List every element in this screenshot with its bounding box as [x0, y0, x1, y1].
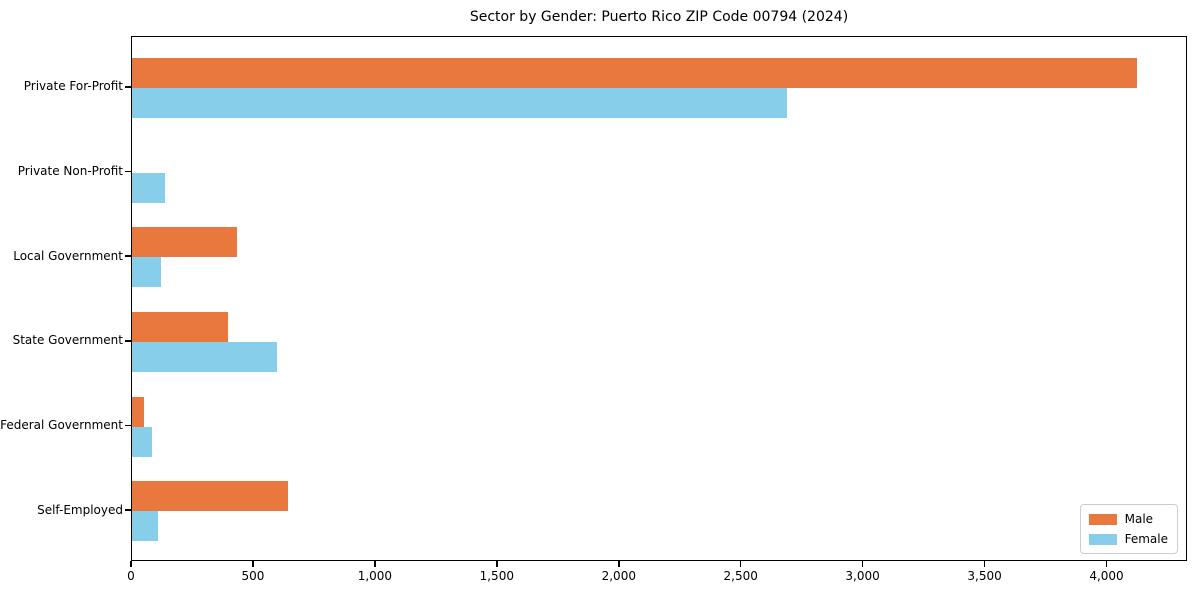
ytick-label-private-non-profit: Private Non-Profit: [17, 164, 123, 178]
bar-male-federal-government: [132, 396, 145, 427]
plot-area: Male Female: [131, 36, 1187, 561]
legend-item-female: Female: [1088, 532, 1168, 546]
female-swatch-icon: [1088, 533, 1117, 545]
xtick-label-500: 500: [241, 569, 265, 583]
ytick-mark-state-government: [125, 340, 131, 342]
xtick-mark-2000: [618, 561, 620, 567]
xtick-mark-3000: [861, 561, 864, 567]
xtick-label-4000: 4,000: [1089, 569, 1124, 583]
bar-female-private-non-profit: [132, 172, 165, 203]
ytick-label-state-government: State Government: [12, 333, 123, 348]
bar-female-federal-government: [132, 426, 152, 457]
xtick-label-1500: 1,500: [479, 569, 514, 583]
xtick-mark-3500: [983, 561, 986, 567]
ytick-label-private-for-profit: Private For-Profit: [23, 79, 123, 94]
bar-male-local-government: [132, 227, 237, 258]
xtick-label-1000: 1,000: [357, 569, 393, 583]
ytick-label-self-employed: Self-Employed: [37, 502, 123, 517]
bar-female-private-for-profit: [132, 87, 787, 118]
ytick-label-local-government: Local Government: [13, 248, 123, 263]
ytick-label-federal-government: Federal Government: [0, 418, 123, 432]
legend-label-female: Female: [1124, 532, 1168, 546]
ytick-mark-private-for-profit: [125, 86, 131, 88]
xtick-mark-1000: [374, 561, 376, 567]
chart-title: Sector by Gender: Puerto Rico ZIP Code 0…: [469, 9, 849, 25]
bar-female-state-government: [132, 341, 278, 372]
ytick-mark-federal-government: [125, 424, 131, 427]
xtick-label-2500: 2,500: [723, 569, 758, 583]
xtick-mark-0: [130, 561, 132, 567]
ytick-mark-private-non-profit: [125, 170, 131, 173]
bar-female-self-employed: [132, 511, 158, 542]
bar-male-private-for-profit: [132, 57, 1137, 88]
ytick-mark-self-employed: [125, 509, 131, 511]
xtick-label-2000: 2,000: [601, 569, 636, 583]
male-swatch-icon: [1088, 513, 1117, 525]
xtick-label-3000: 3,000: [845, 569, 880, 583]
xtick-mark-500: [252, 561, 254, 567]
bar-male-self-employed: [132, 481, 289, 512]
legend: Male Female: [1079, 504, 1178, 554]
xtick-label-0: 0: [127, 569, 135, 583]
xtick-label-3500: 3,500: [967, 569, 1002, 583]
xtick-mark-2500: [739, 561, 742, 567]
xtick-mark-1500: [496, 561, 498, 567]
bar-male-state-government: [132, 311, 229, 342]
ytick-mark-local-government: [125, 255, 131, 257]
legend-item-male: Male: [1088, 512, 1168, 526]
bar-female-local-government: [132, 257, 162, 288]
legend-label-male: Male: [1124, 512, 1154, 526]
xtick-mark-4000: [1105, 561, 1108, 567]
